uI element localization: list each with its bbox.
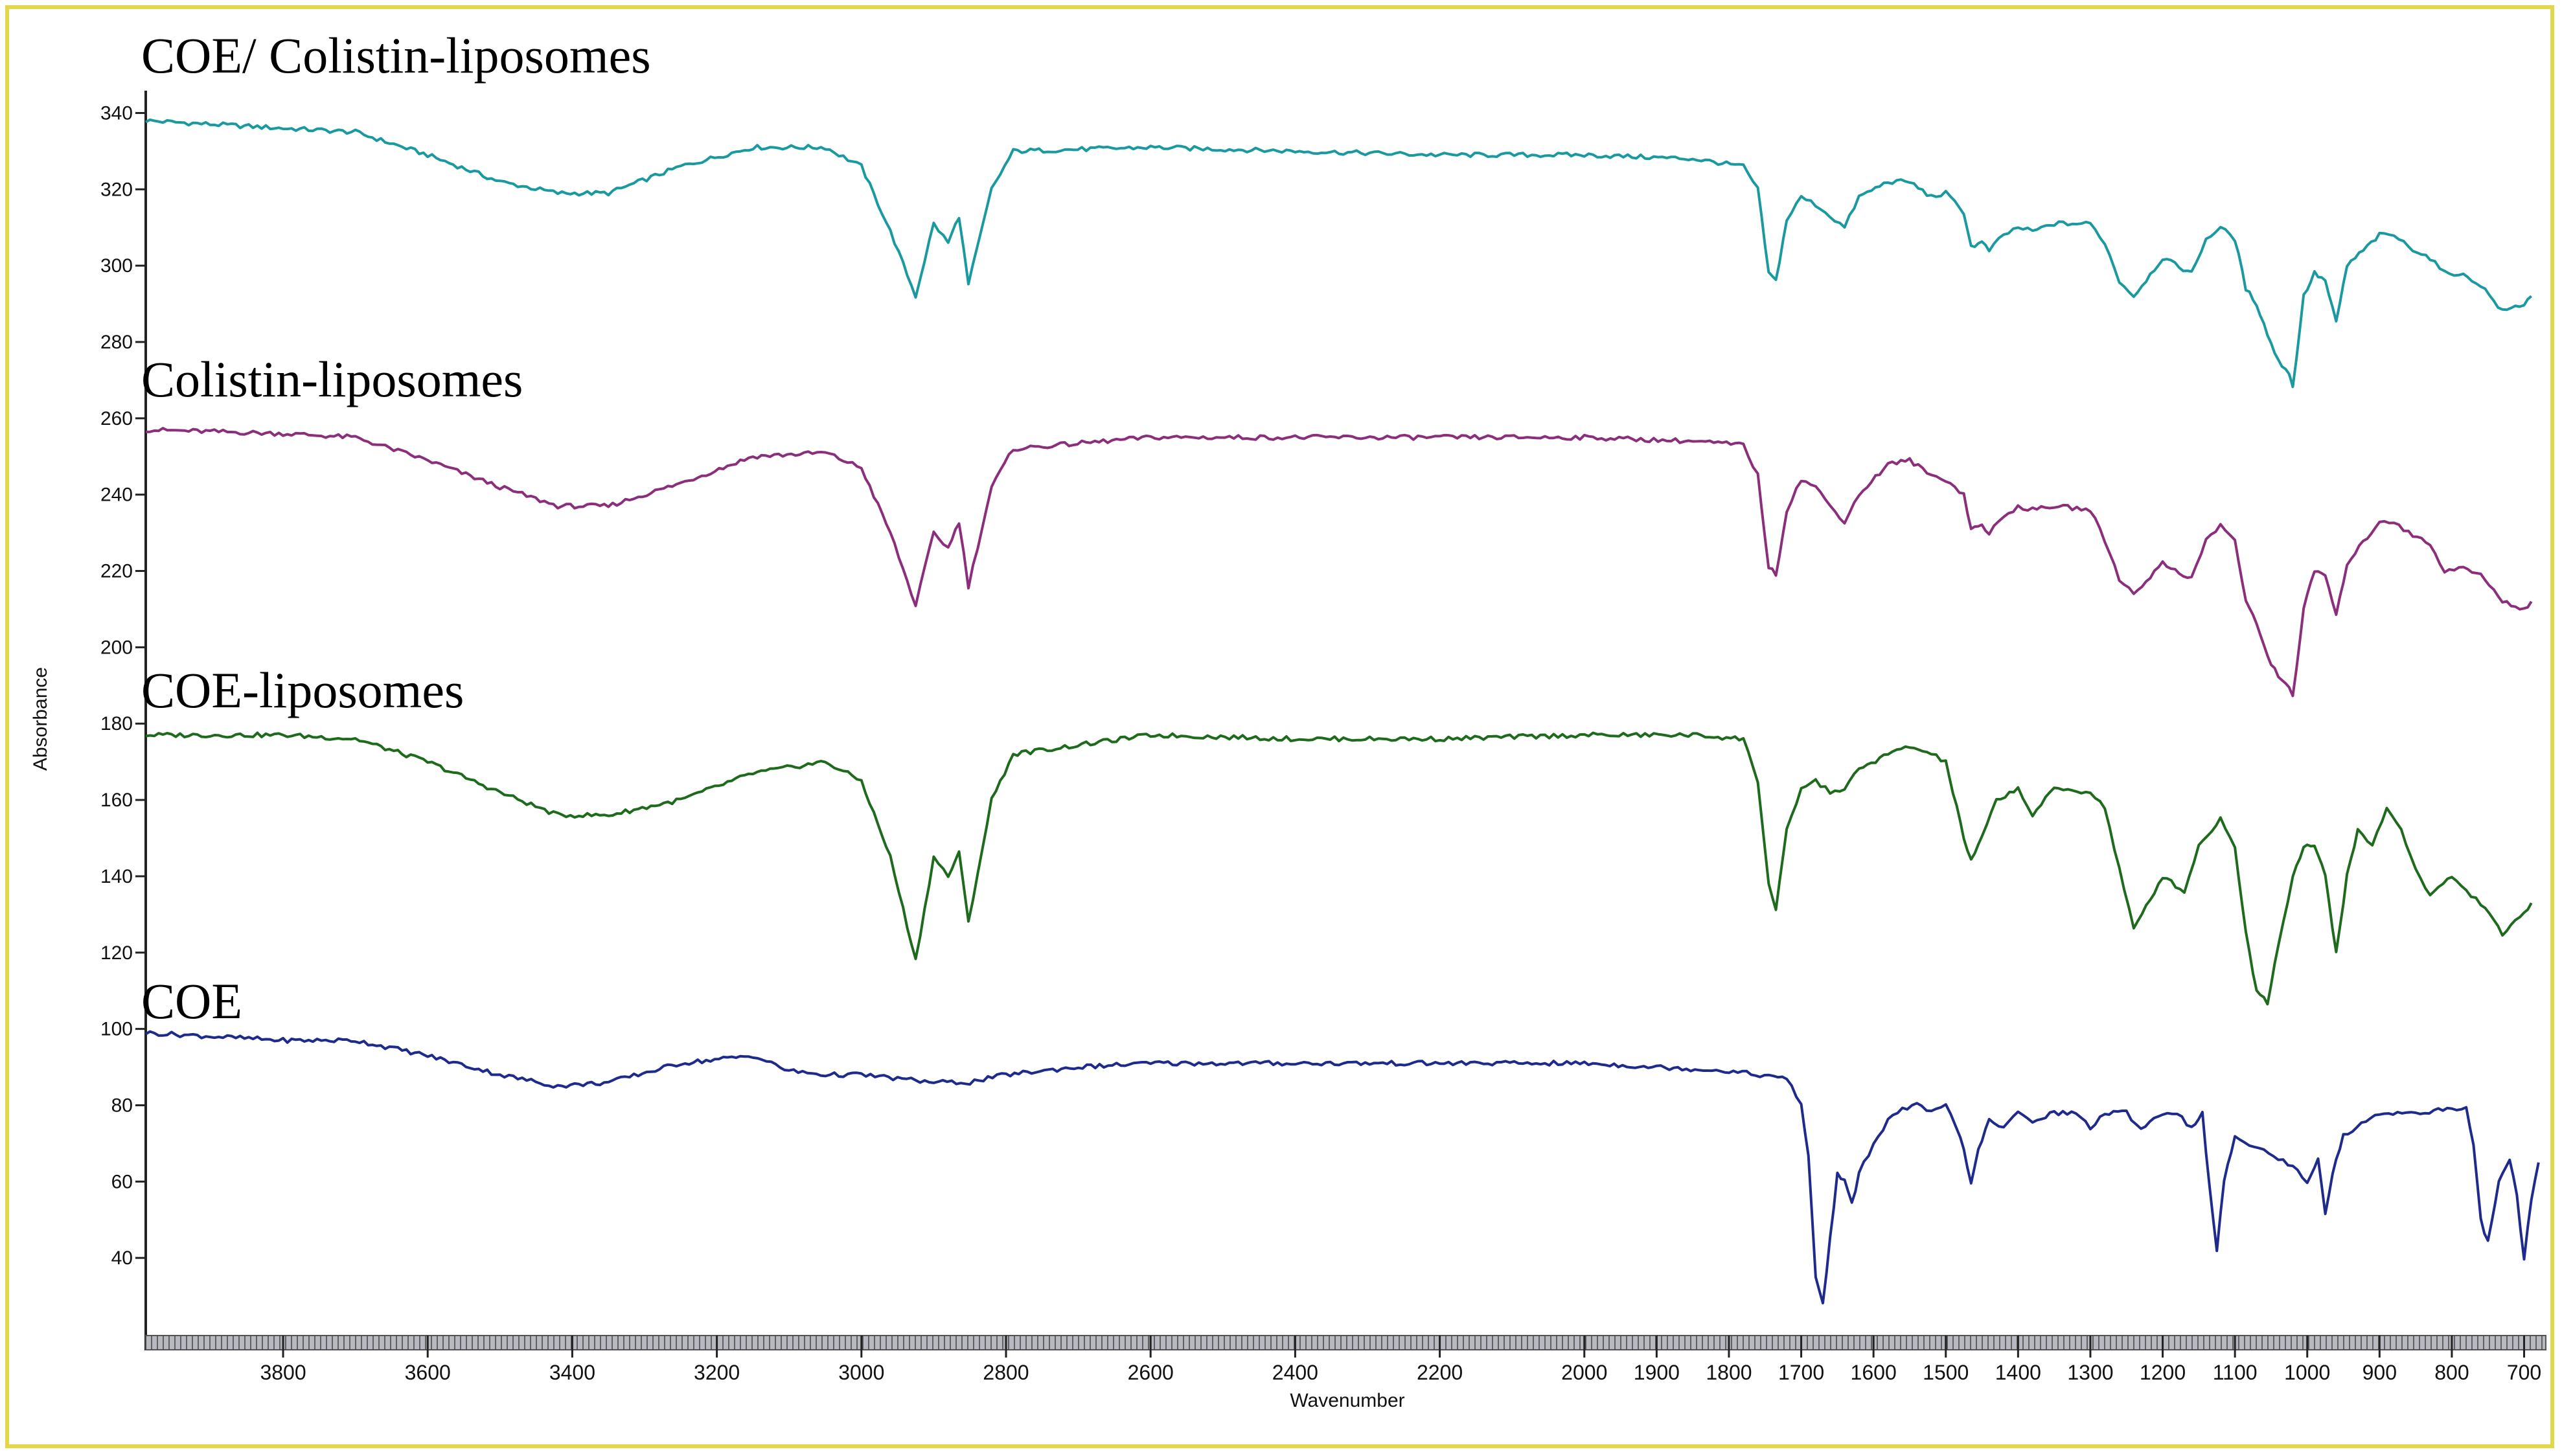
y-tick-label: 160 (100, 790, 133, 811)
y-tick-label: 320 (100, 179, 133, 200)
y-tick-label: 240 (100, 484, 133, 506)
x-tick-label: 1700 (1778, 1361, 1824, 1384)
axes (144, 91, 2546, 1350)
series-line (145, 118, 2532, 389)
x-tick-label: 1000 (2284, 1361, 2330, 1384)
y-axis-title: Absorbance (30, 667, 51, 771)
x-tick-label: 700 (2507, 1361, 2541, 1384)
series-label: COE/ Colistin-liposomes (141, 27, 651, 84)
chart-frame (5, 5, 2554, 1448)
y-tick-label: 140 (100, 866, 133, 887)
series-label: COE (141, 973, 242, 1029)
x-tick-label: 800 (2434, 1361, 2469, 1384)
y-tick-label: 80 (111, 1095, 133, 1116)
x-tick-label: 2000 (1561, 1361, 1607, 1384)
x-tick-label: 3000 (838, 1361, 884, 1384)
x-tick-label: 2600 (1128, 1361, 1174, 1384)
y-tick-label: 340 (100, 102, 133, 124)
x-tick-label: 3400 (549, 1361, 595, 1384)
y-tick-label: 260 (100, 408, 133, 429)
y-ticks: 40 60 80 100 120 140 160 180 200 220 240 260 280 300 3… (100, 102, 146, 1269)
series-label: COE-liposomes (141, 662, 464, 718)
x-tick-label: 1300 (2067, 1361, 2113, 1384)
x-ticks: 3800 3600 3400 3200 3000 2800 2600 2400 2200 2000… (260, 1336, 2541, 1384)
x-tick-label: 1500 (1923, 1361, 1969, 1384)
series-line (144, 1030, 2540, 1304)
y-tick-label: 60 (111, 1171, 133, 1192)
x-tick-label: 1400 (1995, 1361, 2041, 1384)
x-axis-title: Wavenumber (1290, 1390, 1404, 1411)
x-tick-label: 1800 (1706, 1361, 1752, 1384)
series-line (145, 731, 2533, 1006)
y-tick-label: 120 (100, 942, 133, 964)
x-tick-label: 2800 (983, 1361, 1029, 1384)
series-line (145, 427, 2533, 698)
y-tick-label: 40 (111, 1247, 133, 1269)
y-tick-label: 220 (100, 561, 133, 582)
x-tick-label: 1600 (1851, 1361, 1897, 1384)
x-tick-label: 3800 (260, 1361, 306, 1384)
series-lines (144, 118, 2540, 1304)
series-labels: COE/ Colistin-liposomes Colistin-liposome… (141, 27, 651, 1029)
x-tick-label: 3600 (405, 1361, 451, 1384)
x-tick-label: 1100 (2213, 1361, 2258, 1384)
y-tick-label: 300 (100, 255, 133, 277)
x-tick-label: 900 (2362, 1361, 2397, 1384)
series-label: Colistin-liposomes (141, 351, 523, 407)
x-tick-label: 2400 (1272, 1361, 1318, 1384)
y-tick-label: 200 (100, 637, 133, 658)
y-tick-label: 280 (100, 332, 133, 353)
y-tick-label: 180 (100, 713, 133, 734)
x-tick-label: 2200 (1417, 1361, 1463, 1384)
x-tick-label: 1900 (1634, 1361, 1680, 1384)
x-tick-label: 1200 (2140, 1361, 2186, 1384)
y-tick-label: 100 (100, 1019, 133, 1040)
x-tick-label: 3200 (694, 1361, 740, 1384)
